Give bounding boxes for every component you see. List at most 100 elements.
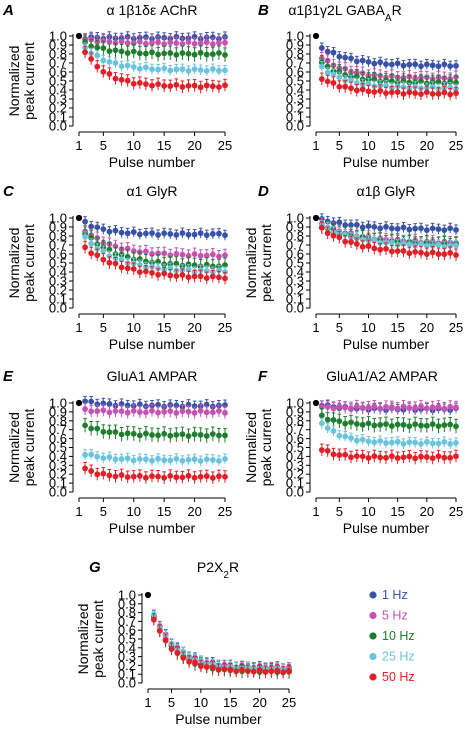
y-tick-label: 0.4	[286, 83, 304, 98]
data-point	[359, 453, 366, 460]
data-point	[394, 455, 401, 461]
data-point	[155, 432, 161, 439]
data-point	[136, 79, 143, 86]
data-point	[418, 453, 424, 460]
data-point	[179, 50, 186, 56]
data-point	[441, 405, 448, 412]
y-tick-label: 0.0	[286, 301, 304, 316]
data-point	[167, 408, 174, 415]
data-point	[250, 668, 257, 675]
data-point	[88, 468, 95, 474]
y-tick-label: 0.8	[118, 605, 136, 620]
data-point	[155, 455, 161, 462]
data-point	[136, 409, 143, 415]
x-tick-label: 20	[420, 320, 434, 335]
data-point	[185, 68, 192, 74]
data-point	[197, 458, 204, 464]
panel-title-main: α1 GlyR	[127, 183, 178, 199]
data-point	[173, 81, 180, 88]
data-point	[185, 408, 192, 415]
series-10hz	[82, 417, 228, 444]
data-point	[447, 225, 454, 232]
data-point	[106, 429, 113, 436]
y-axis-label: Normalizedpeak current	[6, 224, 37, 302]
data-point	[359, 421, 366, 428]
y-tick-label: 0.6	[286, 65, 304, 80]
panel-g: G P2X2R 0.00.10.20.30.40.50.60.70.80.91.0 1…	[75, 559, 296, 727]
data-point	[216, 274, 222, 281]
y-tick-label: 0.6	[286, 247, 304, 262]
data-point	[383, 403, 389, 410]
data-point	[336, 83, 343, 90]
data-point	[318, 224, 325, 231]
data-point	[418, 225, 424, 232]
data-point	[394, 421, 401, 428]
data-point	[191, 403, 198, 409]
data-point	[149, 473, 155, 480]
data-point	[124, 40, 131, 46]
x-tick-label: 25	[218, 320, 232, 335]
data-point	[161, 270, 168, 277]
x-axis-label: Pulse number	[109, 154, 196, 170]
data-point	[406, 439, 413, 446]
panel-letter: B	[258, 2, 269, 19]
data-point	[274, 667, 281, 674]
data-point	[124, 409, 131, 416]
panel-title: P2X2R	[197, 559, 239, 581]
data-point	[216, 407, 222, 414]
y-axis-label-line: peak current	[258, 224, 274, 302]
data-point	[143, 456, 149, 463]
y-tick-label: 0.7	[118, 614, 136, 629]
data-point	[330, 405, 337, 412]
data-point	[82, 49, 88, 56]
data-point	[185, 433, 192, 439]
data-point	[179, 457, 186, 464]
series-5hz	[82, 33, 228, 51]
data-point	[161, 250, 168, 257]
y-axis-label: Normalizedpeak current	[6, 408, 37, 486]
data-point	[124, 50, 131, 56]
x-tick-label: 1	[144, 695, 151, 710]
data-point	[130, 64, 137, 70]
x-tick-label: 25	[449, 320, 463, 335]
data-point	[324, 447, 331, 454]
data-point	[124, 62, 131, 69]
data-point	[400, 248, 407, 254]
data-point	[336, 418, 343, 425]
data-point	[222, 275, 228, 282]
data-point	[106, 228, 113, 235]
y-tick-label: 0.2	[49, 467, 67, 482]
data-point	[318, 412, 325, 419]
x-tick-label: 5	[100, 320, 107, 335]
data-point	[82, 451, 88, 458]
x-tick-label: 15	[390, 504, 404, 519]
y-tick-label: 0.4	[49, 449, 67, 464]
data-point	[82, 218, 88, 225]
data-point	[143, 268, 149, 275]
y-tick-label: 0.7	[286, 56, 304, 71]
data-point	[112, 75, 119, 82]
data-point	[186, 658, 193, 665]
data-point	[353, 437, 360, 444]
x-tick-label: 25	[282, 695, 296, 710]
data-point	[359, 436, 366, 443]
data-point	[330, 417, 337, 423]
data-point	[143, 409, 149, 416]
data-point	[197, 407, 204, 414]
data-point	[203, 456, 210, 463]
y-axis-label: Normalizedpeak current	[243, 224, 274, 302]
data-point	[418, 440, 424, 447]
data-point	[423, 89, 430, 96]
data-point	[406, 453, 413, 460]
data-point	[118, 472, 125, 478]
data-point	[348, 454, 354, 461]
data-point	[209, 263, 216, 270]
y-axis-label-line: Normalized	[6, 412, 22, 483]
y-axis-label-line: Normalized	[243, 228, 259, 299]
panel-letter: F	[258, 368, 268, 385]
y-tick-label: 0.6	[49, 247, 67, 262]
data-point	[88, 223, 95, 230]
data-point	[377, 405, 384, 412]
data-point	[318, 447, 325, 453]
x-tick-label: 20	[420, 138, 434, 153]
